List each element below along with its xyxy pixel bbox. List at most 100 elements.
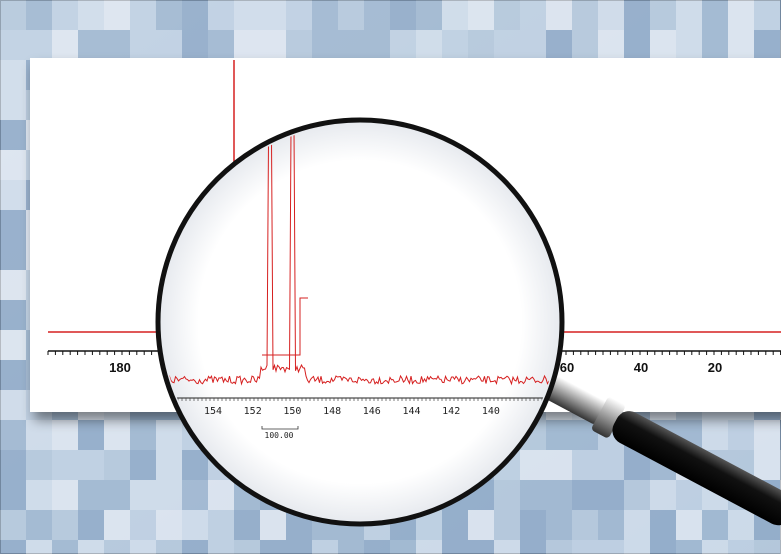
mosaic-tile	[0, 150, 26, 180]
mosaic-tile	[26, 480, 52, 510]
mosaic-tile	[0, 120, 26, 150]
mosaic-tile	[26, 450, 52, 480]
mosaic-tile	[676, 0, 702, 30]
mosaic-tile	[286, 0, 312, 30]
axis-label: 144	[402, 406, 420, 417]
mosaic-tile	[52, 510, 78, 540]
mosaic-tile	[572, 480, 598, 510]
mosaic-tile	[104, 510, 130, 540]
mosaic-tile	[104, 420, 130, 450]
mosaic-tile	[546, 30, 572, 60]
mosaic-tile	[442, 510, 468, 540]
mosaic-tile	[104, 480, 130, 510]
mosaic-tile	[0, 360, 26, 390]
mosaic-tile	[546, 450, 572, 480]
mosaic-tile	[26, 420, 52, 450]
mosaic-tile	[572, 540, 598, 554]
mosaic-tile	[728, 510, 754, 540]
axis-labels: 180 60 40 20	[109, 360, 722, 375]
mosaic-tile	[52, 0, 78, 30]
mosaic-tile	[546, 0, 572, 30]
mosaic-tile	[468, 0, 494, 30]
mosaic-tile	[52, 480, 78, 510]
mosaic-tile	[728, 420, 754, 450]
mosaic-tile	[104, 30, 130, 60]
mosaic-tile	[312, 30, 338, 60]
axis-label: 20	[708, 360, 722, 375]
mosaic-tile	[572, 450, 598, 480]
mosaic-tile	[650, 510, 676, 540]
mosaic-tile	[0, 270, 26, 300]
mosaic-tile	[260, 0, 286, 30]
mosaic-tile	[208, 480, 234, 510]
mosaic-tile	[130, 450, 156, 480]
mosaic-tile	[130, 540, 156, 554]
mosaic-tile	[572, 0, 598, 30]
mosaic-tile	[234, 30, 260, 60]
mosaic-tile	[78, 510, 104, 540]
mosaic-tile	[546, 420, 572, 450]
mosaic-tile	[104, 450, 130, 480]
mosaic-tile	[0, 480, 26, 510]
mosaic-tile	[260, 30, 286, 60]
mosaic-tile	[702, 540, 728, 554]
axis-label: 148	[323, 406, 341, 417]
mosaic-tile	[624, 480, 650, 510]
mosaic-tile	[104, 0, 130, 30]
integral-bracket	[261, 426, 299, 430]
mosaic-tile	[156, 30, 182, 60]
mosaic-tile	[416, 0, 442, 30]
mosaic-tile	[156, 480, 182, 510]
mosaic-tile	[364, 30, 390, 60]
mosaic-tile	[208, 510, 234, 540]
mosaic-tile	[312, 0, 338, 30]
mosaic-tile	[182, 480, 208, 510]
mosaic-tile	[130, 420, 156, 450]
integral-curve	[262, 297, 308, 356]
axis-label: 150	[283, 406, 301, 417]
mosaic-tile	[624, 510, 650, 540]
mosaic-tile	[468, 540, 494, 554]
mosaic-tile	[0, 300, 26, 330]
mosaic-tile	[156, 510, 182, 540]
axis-label: 152	[244, 406, 262, 417]
mosaic-tile	[78, 0, 104, 30]
mosaic-tile	[754, 30, 780, 60]
mosaic-tile	[520, 0, 546, 30]
magnified-labels: 154 152 150 148 146 144 142 140	[204, 406, 500, 417]
mosaic-tile	[442, 30, 468, 60]
mosaic-tile	[78, 480, 104, 510]
mosaic-tile	[182, 450, 208, 480]
mosaic-tile	[312, 540, 338, 554]
mosaic-tile	[156, 420, 182, 450]
mosaic-tile	[104, 540, 130, 554]
mosaic-tile	[0, 510, 26, 540]
mosaic-tile	[754, 450, 780, 480]
mosaic-tile	[156, 540, 182, 554]
mosaic-tile	[494, 480, 520, 510]
mosaic-tile	[676, 510, 702, 540]
mosaic-tile	[598, 450, 624, 480]
lens	[155, 117, 565, 527]
mosaic-tile	[260, 540, 286, 554]
mosaic-tile	[182, 540, 208, 554]
mosaic-tile	[364, 540, 390, 554]
mosaic-tile	[702, 420, 728, 450]
mosaic-tile	[364, 0, 390, 30]
mosaic-tile	[52, 30, 78, 60]
mosaic-tile	[78, 420, 104, 450]
mosaic-tile	[0, 390, 26, 420]
axis-label: 60	[560, 360, 574, 375]
mosaic-tile	[598, 480, 624, 510]
mosaic-tile	[572, 510, 598, 540]
mosaic-tile	[520, 480, 546, 510]
mosaic-tile	[494, 540, 520, 554]
mosaic-tile	[26, 0, 52, 30]
mosaic-tile	[442, 540, 468, 554]
axis-label: 154	[204, 406, 222, 417]
mosaic-tile	[286, 540, 312, 554]
mosaic-tile	[52, 420, 78, 450]
mosaic-tile	[78, 30, 104, 60]
axis-label: 146	[363, 406, 381, 417]
mosaic-tile	[208, 30, 234, 60]
